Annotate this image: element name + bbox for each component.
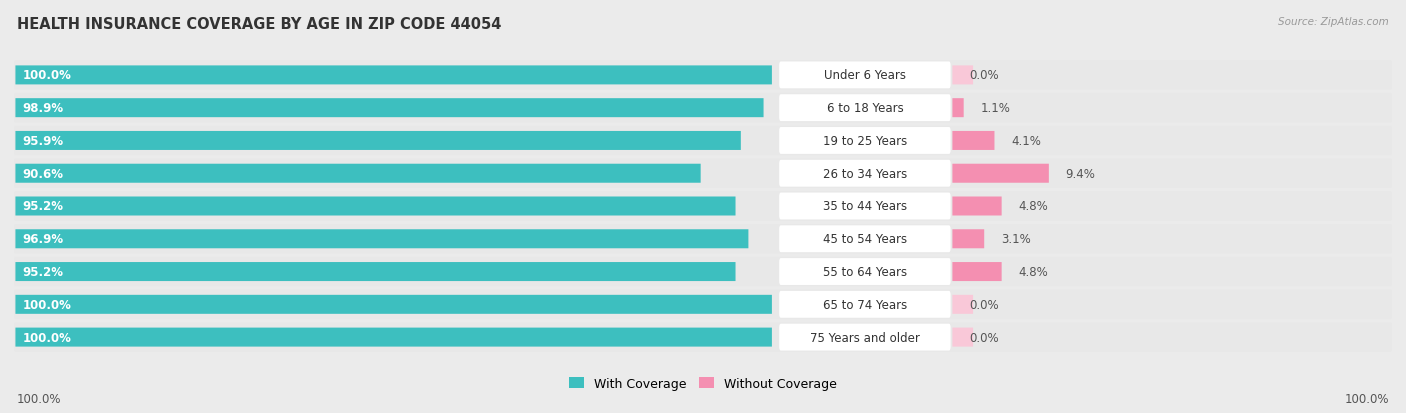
Text: 100.0%: 100.0% [22, 298, 72, 311]
Text: 95.2%: 95.2% [22, 266, 63, 278]
Text: 0.0%: 0.0% [969, 69, 998, 82]
FancyBboxPatch shape [15, 197, 735, 216]
FancyBboxPatch shape [15, 132, 741, 151]
Text: Under 6 Years: Under 6 Years [824, 69, 905, 82]
Text: 100.0%: 100.0% [1344, 392, 1389, 405]
FancyBboxPatch shape [15, 230, 748, 249]
Text: 75 Years and older: 75 Years and older [810, 331, 920, 344]
FancyBboxPatch shape [779, 62, 950, 89]
Text: 55 to 64 Years: 55 to 64 Years [823, 266, 907, 278]
FancyBboxPatch shape [15, 66, 772, 85]
Text: 4.8%: 4.8% [1018, 266, 1047, 278]
FancyBboxPatch shape [952, 262, 1001, 281]
FancyBboxPatch shape [15, 295, 772, 314]
Text: 1.1%: 1.1% [980, 102, 1010, 115]
FancyBboxPatch shape [952, 328, 973, 347]
Text: 26 to 34 Years: 26 to 34 Years [823, 167, 907, 180]
FancyBboxPatch shape [15, 99, 763, 118]
FancyBboxPatch shape [15, 328, 772, 347]
FancyBboxPatch shape [14, 225, 1392, 254]
Legend: With Coverage, Without Coverage: With Coverage, Without Coverage [564, 372, 842, 395]
FancyBboxPatch shape [952, 164, 1049, 183]
Text: 100.0%: 100.0% [17, 392, 62, 405]
FancyBboxPatch shape [14, 61, 1392, 90]
FancyBboxPatch shape [779, 324, 950, 351]
FancyBboxPatch shape [14, 257, 1392, 287]
FancyBboxPatch shape [779, 259, 950, 285]
FancyBboxPatch shape [15, 164, 700, 183]
Text: 0.0%: 0.0% [969, 298, 998, 311]
FancyBboxPatch shape [952, 99, 963, 118]
FancyBboxPatch shape [779, 95, 950, 122]
Text: 6 to 18 Years: 6 to 18 Years [827, 102, 903, 115]
Text: 4.1%: 4.1% [1011, 135, 1040, 147]
FancyBboxPatch shape [952, 197, 1001, 216]
Text: Source: ZipAtlas.com: Source: ZipAtlas.com [1278, 17, 1389, 26]
Text: 98.9%: 98.9% [22, 102, 63, 115]
FancyBboxPatch shape [952, 230, 984, 249]
Text: HEALTH INSURANCE COVERAGE BY AGE IN ZIP CODE 44054: HEALTH INSURANCE COVERAGE BY AGE IN ZIP … [17, 17, 502, 31]
Text: 95.2%: 95.2% [22, 200, 63, 213]
FancyBboxPatch shape [14, 126, 1392, 156]
FancyBboxPatch shape [779, 128, 950, 154]
Text: 65 to 74 Years: 65 to 74 Years [823, 298, 907, 311]
Text: 90.6%: 90.6% [22, 167, 63, 180]
Text: 100.0%: 100.0% [22, 69, 72, 82]
Text: 4.8%: 4.8% [1018, 200, 1047, 213]
FancyBboxPatch shape [952, 295, 973, 314]
Text: 45 to 54 Years: 45 to 54 Years [823, 233, 907, 246]
FancyBboxPatch shape [952, 132, 994, 151]
Text: 96.9%: 96.9% [22, 233, 63, 246]
Text: 100.0%: 100.0% [22, 331, 72, 344]
FancyBboxPatch shape [952, 66, 973, 85]
FancyBboxPatch shape [14, 192, 1392, 221]
Text: 19 to 25 Years: 19 to 25 Years [823, 135, 907, 147]
FancyBboxPatch shape [779, 160, 950, 187]
FancyBboxPatch shape [14, 159, 1392, 188]
Text: 9.4%: 9.4% [1066, 167, 1095, 180]
FancyBboxPatch shape [779, 291, 950, 318]
FancyBboxPatch shape [14, 290, 1392, 319]
Text: 3.1%: 3.1% [1001, 233, 1031, 246]
Text: 35 to 44 Years: 35 to 44 Years [823, 200, 907, 213]
FancyBboxPatch shape [779, 193, 950, 220]
FancyBboxPatch shape [14, 323, 1392, 352]
FancyBboxPatch shape [15, 262, 735, 281]
Text: 95.9%: 95.9% [22, 135, 63, 147]
FancyBboxPatch shape [779, 226, 950, 253]
Text: 0.0%: 0.0% [969, 331, 998, 344]
FancyBboxPatch shape [14, 94, 1392, 123]
